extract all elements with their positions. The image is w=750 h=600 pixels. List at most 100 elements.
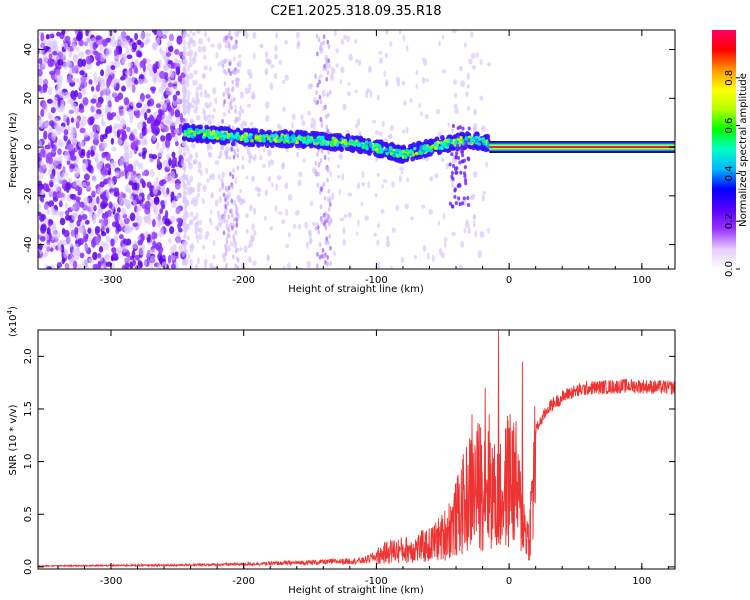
noise-blob: [109, 38, 117, 48]
noise-blob: [125, 158, 130, 167]
signal-blob: [294, 129, 300, 136]
noise-blob: [51, 131, 57, 139]
noise-blob: [413, 255, 417, 260]
noise-blob: [152, 187, 158, 195]
noise-blob: [157, 78, 164, 83]
signal-wisp: [455, 170, 459, 175]
noise-blob: [227, 40, 231, 46]
noise-blob: [174, 109, 181, 118]
noise-blob: [204, 234, 208, 240]
noise-blob: [256, 193, 261, 197]
x-tick-label: 100: [632, 275, 651, 286]
noise-blob: [157, 30, 164, 38]
noise-blob: [48, 39, 52, 47]
signal-core: [211, 129, 216, 134]
noise-blob: [295, 209, 300, 216]
noise-blob: [127, 109, 134, 117]
noise-blob: [169, 226, 175, 235]
noise-blob: [296, 151, 300, 158]
noise-blob: [234, 248, 238, 254]
noise-blob: [168, 33, 175, 42]
noise-blob: [123, 141, 130, 150]
noise-blob: [120, 53, 127, 63]
signal-core: [331, 136, 336, 141]
noise-blob: [148, 261, 154, 269]
noise-blob: [161, 203, 166, 210]
snr-scale-exponent: 4: [6, 309, 14, 314]
noise-blob: [424, 113, 429, 120]
noise-blob: [357, 219, 360, 227]
noise-blob: [87, 236, 92, 244]
noise-blob: [249, 121, 254, 126]
noise-blob: [108, 201, 113, 209]
signal-blob: [329, 145, 335, 152]
noise-blob: [78, 108, 85, 113]
signal-wisp: [466, 196, 470, 201]
noise-blob: [65, 187, 70, 193]
noise-blob: [194, 151, 199, 159]
signal-core: [202, 132, 207, 137]
noise-blob: [357, 59, 362, 66]
signal-core: [423, 144, 427, 148]
noise-blob: [120, 35, 124, 43]
noise-blob: [226, 195, 229, 200]
noise-blob: [149, 255, 156, 264]
noise-blob: [278, 211, 283, 215]
noise-blob: [196, 86, 199, 92]
noise-blob: [389, 125, 395, 131]
noise-blob: [218, 196, 222, 204]
noise-blob: [315, 152, 319, 158]
noise-blob: [358, 131, 362, 136]
noise-blob: [224, 87, 228, 95]
noise-blob: [72, 43, 77, 51]
noise-blob: [216, 210, 220, 217]
x-tick-label: -300: [100, 576, 123, 587]
noise-blob: [376, 172, 380, 177]
signal-blob: [451, 145, 456, 151]
noise-blob: [182, 67, 186, 74]
noise-blob: [172, 80, 180, 85]
noise-blob: [104, 104, 109, 114]
noise-blob: [124, 257, 130, 263]
noise-blob: [126, 171, 133, 180]
noise-blob: [88, 257, 95, 264]
noise-blob: [128, 180, 133, 186]
noise-blob: [267, 59, 272, 65]
signal-wisp: [459, 146, 463, 151]
noise-blob: [145, 37, 151, 44]
noise-blob: [284, 74, 289, 81]
noise-blob: [202, 245, 206, 250]
noise-blob: [177, 75, 183, 83]
noise-blob: [237, 30, 242, 34]
noise-blob: [383, 70, 386, 78]
noise-blob: [201, 198, 205, 205]
noise-blob: [253, 207, 256, 215]
signal-core: [291, 137, 296, 142]
noise-blob: [235, 39, 238, 45]
noise-blob: [232, 45, 235, 50]
noise-blob: [206, 144, 210, 152]
noise-blob: [184, 206, 187, 210]
noise-blob: [44, 187, 51, 193]
noise-blob: [131, 84, 136, 93]
noise-blob: [335, 63, 339, 68]
noise-blob: [221, 63, 225, 69]
signal-core: [418, 151, 422, 156]
signal-core: [244, 132, 249, 136]
noise-blob: [157, 219, 161, 228]
noise-blob: [78, 224, 85, 234]
noise-blob: [132, 128, 138, 136]
noise-blob: [253, 229, 257, 236]
noise-blob: [203, 54, 207, 60]
noise-blob: [138, 78, 143, 86]
noise-blob: [113, 191, 120, 197]
noise-blob: [469, 31, 474, 38]
noise-blob: [155, 103, 162, 109]
noise-blob: [236, 153, 240, 158]
signal-blob: [302, 130, 308, 136]
y-tick-label: 40: [23, 43, 34, 56]
signal-wisp: [450, 170, 455, 175]
noise-blob: [134, 107, 139, 113]
noise-blob: [42, 83, 48, 91]
noise-blob: [167, 82, 174, 88]
